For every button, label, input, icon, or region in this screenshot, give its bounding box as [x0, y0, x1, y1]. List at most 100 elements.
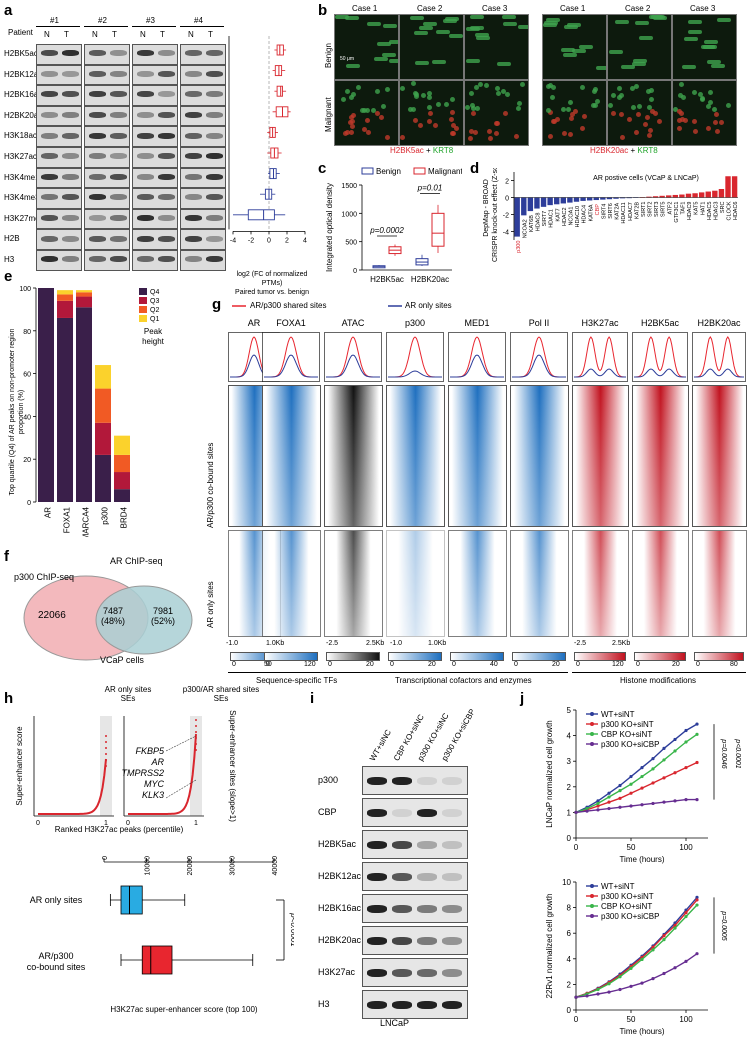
blot-cell: [36, 44, 82, 65]
i-row-label: H2BK20ac: [318, 935, 362, 945]
micrograph-benign: [464, 14, 529, 80]
legend-b-left-plus: +: [423, 146, 433, 155]
j-y-tick-label: 8: [567, 904, 572, 913]
tissue-speck: [475, 106, 480, 111]
tissue-speck: [418, 123, 423, 128]
j-series-point: [651, 781, 655, 785]
legend-b-left-red: H2BK5ac: [390, 146, 424, 155]
depmap-bar-chart: 2 0 -2 -4 DepMap - BROAD CRISPR knock-out eff…: [483, 168, 739, 262]
tissue-speck: [375, 111, 380, 116]
blot-cell: [180, 188, 226, 209]
panel-label-d: d: [470, 160, 480, 177]
tissue-speck: [495, 86, 500, 91]
tissue-speck: [673, 107, 678, 112]
g-axis-atac-start: -2.5: [326, 640, 339, 647]
g-profile-ar-only: [450, 354, 504, 378]
g-legend: [232, 305, 402, 307]
d-bar: [586, 197, 593, 201]
tissue-speck: [427, 105, 432, 110]
tissue-speck: [468, 136, 473, 141]
micrograph-malignant: [464, 80, 529, 146]
panel-label-f: f: [4, 548, 9, 565]
tissue-speck: [454, 126, 459, 131]
tissue-speck: [717, 18, 731, 22]
j-series-point: [673, 966, 677, 970]
case-header: Case 1: [352, 4, 378, 13]
quartile-stacked-bar-chart: 0 20 40 60 80 100 Top quartile (Q4) of AR peak…: [9, 286, 165, 537]
tissue-speck: [503, 111, 508, 116]
e-bar-segment: [57, 300, 73, 318]
c-pvalue: p=0.0002: [369, 226, 404, 235]
g-axis-hist-end: 2.5Kb: [612, 640, 631, 647]
tissue-speck: [419, 26, 433, 30]
j-series-point: [662, 971, 666, 976]
j-x-tick-label: 100: [679, 1015, 693, 1024]
blot-cell: [132, 105, 178, 127]
e-bar-segment: [57, 294, 73, 301]
g-profile-frame: [510, 332, 568, 382]
j-series-point: [695, 760, 699, 765]
tissue-speck: [698, 92, 703, 97]
micrograph-malignant: [542, 80, 607, 146]
blot-cell: [180, 147, 226, 168]
tissue-speck: [680, 117, 685, 122]
i-band: [392, 872, 412, 881]
j-series-point: [695, 895, 699, 899]
blot-band: [62, 256, 79, 263]
d-bar: [659, 195, 665, 198]
venn-caption: VCaP cells: [100, 655, 144, 665]
d-bar: [547, 197, 553, 206]
blot-band: [89, 235, 106, 242]
g-heatmap-cobound: [632, 385, 689, 527]
g-heatmap-cobound: [262, 385, 321, 527]
g-group-label-tfs: Sequence-specific TFs: [256, 676, 338, 685]
d-bar: [613, 197, 619, 199]
blot-band: [158, 235, 175, 242]
tissue-speck: [345, 16, 359, 20]
j-series-point: [618, 805, 622, 809]
ptm-x-tick-label: 0: [267, 237, 271, 244]
g-profile-ar-only: [326, 354, 380, 378]
blot-band: [41, 153, 58, 160]
e-bar-segment: [114, 454, 130, 473]
tissue-speck: [473, 130, 478, 135]
micrograph-benign: [399, 14, 464, 80]
h-box-x-tick-label: 10000: [145, 856, 152, 876]
lane-t: T: [112, 30, 117, 39]
g-profile-plot: [324, 332, 382, 382]
patient-underline: [180, 26, 224, 27]
blot-cell: [36, 229, 82, 250]
j-series-point: [662, 758, 666, 762]
ptm-x-tick-label: -2: [248, 237, 254, 244]
tissue-speck: [609, 50, 623, 54]
j-series-line: [575, 904, 698, 998]
h-box-cat-label: AR only sites: [30, 895, 83, 905]
tissue-speck: [692, 119, 697, 124]
d-category-label: KAT2A: [615, 202, 621, 219]
tissue-speck: [647, 105, 652, 110]
h-box-x-tick-label: 30000: [230, 856, 237, 876]
tissue-speck: [657, 119, 662, 124]
h-box-x-tick-label: 20000: [187, 856, 194, 876]
i-band: [417, 808, 437, 817]
tissue-speck: [423, 22, 437, 26]
e-legend-label: Q4: [150, 289, 159, 296]
blot-band: [89, 132, 106, 139]
blot-band: [206, 173, 223, 180]
d-bar: [685, 193, 692, 198]
i-band: [367, 936, 387, 945]
tissue-speck: [715, 129, 720, 134]
panel-label-j: j: [520, 690, 525, 707]
tissue-speck: [619, 112, 624, 117]
blot-band: [110, 215, 127, 222]
d-bar: [527, 197, 534, 212]
d-category-label: KAT7: [555, 208, 561, 221]
tissue-speck: [619, 93, 624, 98]
blot-mark-label: H2BK12ac: [4, 69, 43, 79]
blot-mark-label: H3K27ac: [4, 152, 37, 161]
lane-n: N: [188, 30, 194, 39]
d-category-label: NCOA1: [569, 207, 575, 226]
i-row-label: H3: [318, 999, 330, 1009]
tissue-speck: [582, 114, 587, 119]
blot-band: [41, 256, 58, 263]
